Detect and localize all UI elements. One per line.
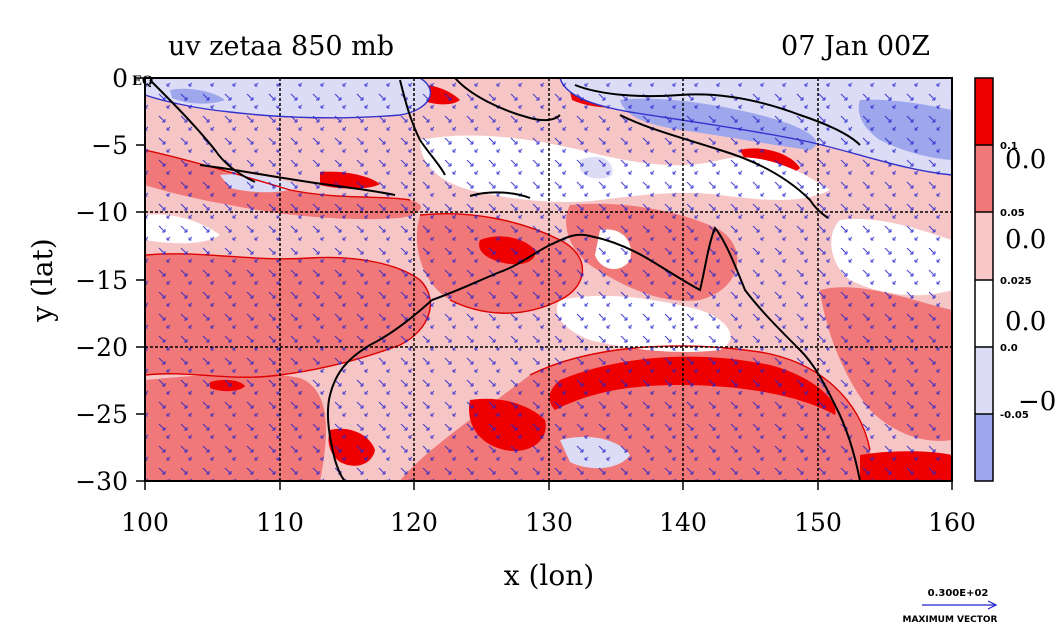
y-tick-label: −30 (75, 467, 128, 496)
x-tick-label: 120 (390, 508, 438, 537)
colorbar-partial-label: 0.0 (1005, 225, 1046, 255)
y-tick-label: −20 (75, 333, 128, 362)
colorbar-partial-label: 0.0 (1005, 145, 1046, 175)
colorbar-level-label: 0.05 (1000, 208, 1025, 219)
title-left: uv zetaa 850 mb (168, 31, 394, 62)
vector-key-label: MAXIMUM VECTOR (902, 615, 997, 625)
y-tick-label: −5 (91, 131, 128, 160)
x-axis-label: x (lon) (504, 559, 594, 592)
y-tick-label: −10 (75, 198, 128, 227)
colorbar-partial-label: −0. (1018, 387, 1058, 417)
x-tick-label: 110 (256, 508, 304, 537)
colorbar-segment (975, 212, 993, 280)
colorbar-level-label: 0.1 (1000, 141, 1018, 152)
y-tick-label: −15 (75, 266, 128, 295)
y-axis-label: y (lat) (26, 238, 59, 322)
colorbar-segment (975, 414, 993, 481)
colorbar-level-label: 0.025 (1000, 276, 1032, 287)
x-tick-labels: 100 110 120 130 140 150 160 (121, 508, 976, 537)
colorbar-segment (975, 78, 993, 145)
colorbar-segment (975, 347, 993, 414)
y-tick-labels: 0 −5 −10 −15 −20 −25 −30 (75, 64, 128, 496)
x-tick-label: 150 (794, 508, 842, 537)
x-tick-label: 140 (659, 508, 707, 537)
x-tick-label: 100 (121, 508, 169, 537)
gridlines (145, 78, 952, 481)
colorbar-segment (975, 280, 993, 347)
x-tick-label: 160 (928, 508, 976, 537)
colorbar-partial-label: 0.0 (1005, 307, 1046, 337)
coastlines (149, 78, 861, 481)
colorbar-level-label: 0.0 (1000, 343, 1018, 354)
y-top-suffix: EQ (132, 74, 153, 89)
x-tick-label: 130 (525, 508, 573, 537)
tick-marks (136, 77, 953, 490)
colorbar-segment (975, 145, 993, 212)
colorbar: 0.1 0.05 0.025 0.0 -0.05 0.0 0.0 0.0 −0. (974, 77, 1058, 482)
y-tick-label: 0 (112, 64, 128, 93)
vector-key-value: 0.300E+02 (928, 588, 989, 599)
vector-key-arrow-icon (922, 600, 998, 610)
y-tick-label: −25 (75, 400, 128, 429)
colorbar-level-label: -0.05 (1000, 410, 1029, 421)
vector-key: 0.300E+02 MAXIMUM VECTOR (902, 588, 997, 625)
title-right: 07 Jan 00Z (781, 31, 930, 62)
